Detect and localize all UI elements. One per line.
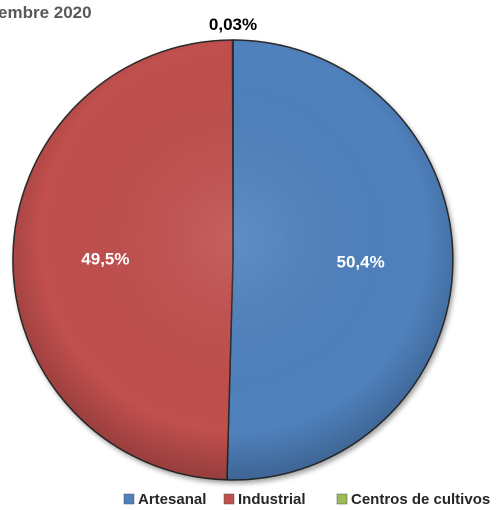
legend-swatch-centros-de-cultivos xyxy=(336,493,348,505)
legend-item-centros-de-cultivos: Centros de cultivos xyxy=(336,491,490,508)
legend-swatch-artesanal xyxy=(123,493,135,505)
legend: Artesanal Industrial Centros de cultivos xyxy=(123,491,490,508)
data-label-centros-de-cultivos: 0,03% xyxy=(209,15,257,34)
chart-title: embre 2020 xyxy=(0,3,92,22)
legend-swatch-industrial xyxy=(223,493,235,505)
pie-slices xyxy=(12,39,454,481)
legend-item-artesanal: Artesanal xyxy=(123,491,206,508)
legend-label-artesanal: Artesanal xyxy=(138,491,206,508)
legend-item-industrial: Industrial xyxy=(223,491,306,508)
data-labels: 50,4% 49,5% 0,03% xyxy=(81,15,384,272)
legend-label-centros-de-cultivos: Centros de cultivos xyxy=(351,491,490,508)
data-label-artesanal: 50,4% xyxy=(336,253,384,272)
legend-label-industrial: Industrial xyxy=(238,491,306,508)
data-label-industrial: 49,5% xyxy=(81,249,129,268)
